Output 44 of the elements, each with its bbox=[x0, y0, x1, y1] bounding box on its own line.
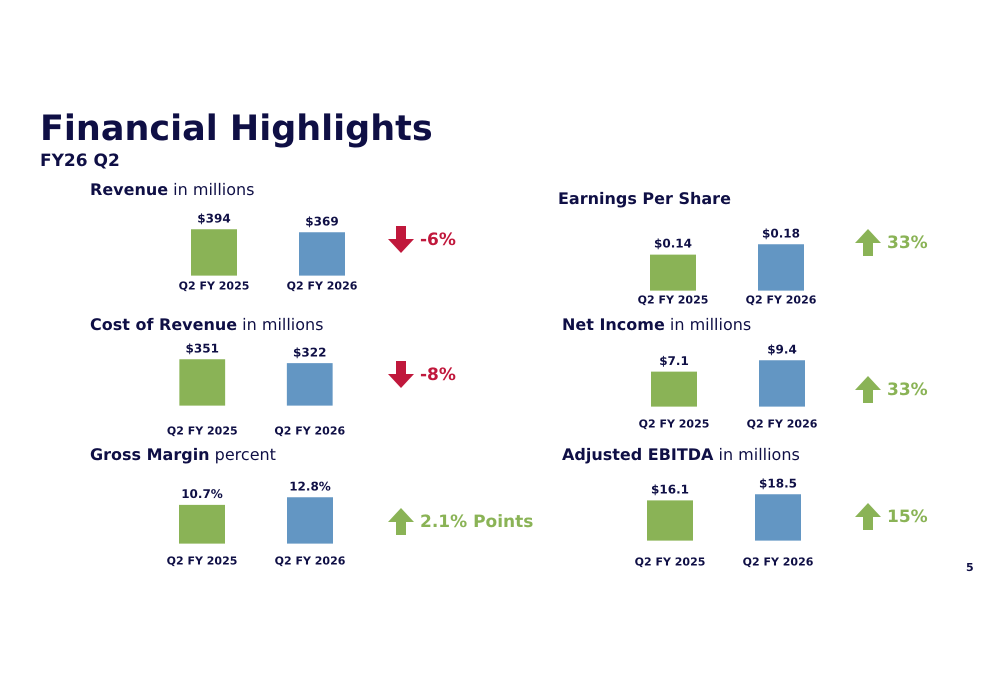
chart-subtitle: in millions bbox=[172, 180, 254, 199]
chart-title: Revenue bbox=[90, 180, 168, 199]
text: 15% bbox=[887, 506, 928, 528]
data-label: $0.18 bbox=[762, 226, 800, 240]
text: 33% bbox=[887, 232, 928, 254]
chart-subtitle: percent bbox=[214, 445, 276, 464]
data-label: $16.1 bbox=[651, 482, 689, 496]
x-tick-label: Q2 FY 2026 bbox=[274, 554, 346, 568]
chart-title: Gross Margin bbox=[90, 445, 210, 464]
data-label: $0.14 bbox=[654, 236, 692, 251]
data-label: $18.5 bbox=[759, 476, 797, 490]
x-tick-label: Q2 FY 2026 bbox=[742, 555, 814, 568]
x-tick-label: Q2 FY 2026 bbox=[746, 293, 817, 306]
text: 5 bbox=[966, 561, 974, 575]
x-tick-label: Q2 FY 2026 bbox=[746, 417, 818, 430]
data-label: $7.1 bbox=[659, 354, 689, 368]
x-tick-label: Q2 FY 2026 bbox=[274, 424, 346, 438]
chart-title: Adjusted EBITDA bbox=[562, 445, 714, 464]
x-tick-label: Q2 FY 2025 bbox=[166, 554, 238, 568]
x-tick-label: Q2 FY 2025 bbox=[638, 293, 708, 306]
chart-title: Net Income bbox=[562, 315, 665, 334]
x-tick-label: Q2 FY 2025 bbox=[634, 555, 706, 568]
data-label: $351 bbox=[186, 341, 219, 356]
chart-subtitle: in millions bbox=[668, 315, 752, 334]
text: -8% bbox=[420, 364, 456, 386]
data-label: $322 bbox=[293, 345, 326, 360]
data-label: $394 bbox=[197, 211, 231, 226]
chart-title: Earnings Per Share bbox=[558, 189, 731, 208]
text: Financial Highlights bbox=[40, 109, 433, 149]
x-tick-label: Q2 FY 2025 bbox=[178, 279, 250, 292]
chart-subtitle: in millions bbox=[241, 315, 324, 334]
data-label: $9.4 bbox=[767, 342, 797, 356]
x-tick-label: Q2 FY 2026 bbox=[286, 279, 358, 292]
data-label: $369 bbox=[305, 214, 339, 228]
x-tick-label: Q2 FY 2025 bbox=[638, 417, 710, 430]
x-tick-label: Q2 FY 2025 bbox=[166, 424, 238, 438]
text: 2.1% Points bbox=[420, 511, 534, 533]
data-label: 12.8% bbox=[289, 479, 331, 494]
data-label: 10.7% bbox=[181, 487, 223, 502]
text: FY26 Q2 bbox=[40, 151, 120, 171]
chart-subtitle: in millions bbox=[718, 445, 800, 464]
chart-title: Cost of Revenue bbox=[90, 315, 238, 334]
text: -6% bbox=[420, 229, 456, 251]
text: 33% bbox=[887, 379, 928, 401]
